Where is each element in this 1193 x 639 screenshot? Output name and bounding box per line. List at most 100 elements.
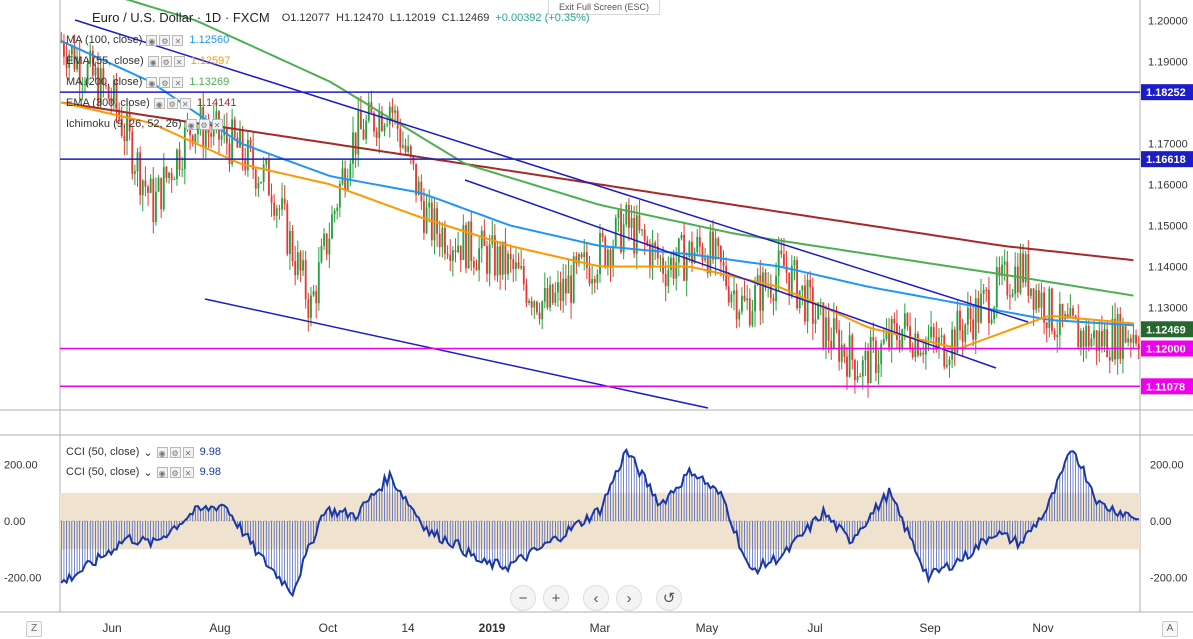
symbol-title[interactable]: Euro / U.S. Dollar · 1D · FXCM: [92, 10, 270, 25]
eye-icon[interactable]: ◉: [146, 76, 158, 88]
price-badge: [1141, 151, 1193, 168]
candle-body: [399, 128, 402, 148]
candle-body: [874, 340, 877, 373]
cci-tick-label-left: 200.00: [4, 460, 38, 472]
candle-body: [903, 313, 906, 329]
indicator-ma200[interactable]: MA (200, close) ◉ ⚙ ✕ 1.13269: [66, 74, 229, 90]
close-icon[interactable]: ✕: [211, 118, 223, 130]
candle-body: [554, 292, 557, 303]
indicator-ichimoku[interactable]: Ichimoku (9, 26, 52, 26) ◉ ⚙ ✕: [66, 116, 225, 132]
candle-body: [499, 246, 502, 275]
candle-body: [472, 260, 475, 268]
candle-body: [323, 233, 326, 246]
candle-body: [985, 289, 988, 291]
candle-body: [790, 265, 793, 296]
candle-body: [772, 297, 775, 302]
time-tick-label: Jun: [102, 621, 121, 635]
indicator-ema300[interactable]: EMA (300, close) ◉ ⚙ ✕ 1.14141: [66, 95, 237, 111]
close-icon[interactable]: ✕: [172, 76, 184, 88]
scroll-left-button[interactable]: ‹: [583, 585, 609, 611]
gear-icon[interactable]: ⚙: [169, 466, 181, 478]
candle-body: [1037, 290, 1040, 308]
close-icon[interactable]: ✕: [179, 97, 191, 109]
indicator-ema55[interactable]: EMA (55, close) ◉ ⚙ ✕ 1.12597: [66, 53, 230, 69]
candle-body: [152, 178, 155, 223]
time-tick-label: Nov: [1032, 621, 1053, 635]
close-value: C1.12469: [441, 11, 490, 24]
candle-body: [961, 330, 964, 342]
candle-body: [627, 204, 630, 228]
candle-body: [1098, 331, 1101, 352]
candle-body: [580, 254, 583, 258]
eye-icon[interactable]: ◉: [153, 97, 165, 109]
candle-body: [733, 290, 735, 295]
candle-body: [804, 285, 806, 322]
eye-icon[interactable]: ◉: [156, 466, 168, 478]
candle-body: [467, 221, 470, 269]
cci-legend-2[interactable]: CCI (50, close) ⌄ ◉ ⚙ ✕ 9.98: [66, 464, 221, 480]
close-icon[interactable]: ✕: [182, 466, 194, 478]
zoom-in-button[interactable]: +: [543, 585, 569, 611]
gear-icon[interactable]: ⚙: [159, 34, 171, 46]
scroll-right-button[interactable]: ›: [616, 585, 642, 611]
candle-body: [822, 302, 825, 348]
candle-body: [838, 329, 841, 362]
candle-body: [867, 351, 869, 383]
candle-body: [864, 351, 867, 361]
price-tick-label: 1.13000: [1148, 303, 1188, 315]
eye-icon[interactable]: ◉: [146, 34, 158, 46]
candle-body: [254, 169, 257, 189]
indicator-name: MA (200, close): [66, 76, 143, 88]
candle-body: [572, 256, 575, 303]
candle-body: [635, 215, 638, 254]
candle-body: [291, 230, 294, 262]
candle-body: [1103, 329, 1106, 347]
candle-body: [956, 310, 959, 353]
gear-icon[interactable]: ⚙: [160, 55, 172, 67]
candle-body: [444, 227, 446, 254]
candle-body: [246, 139, 249, 171]
candle-body: [667, 269, 670, 287]
chevron-down-icon[interactable]: ⌄: [143, 466, 153, 479]
eye-icon[interactable]: ◉: [147, 55, 159, 67]
candle-body: [564, 278, 567, 294]
candle-body: [591, 279, 594, 284]
candle-body: [433, 208, 436, 241]
exit-fullscreen-button[interactable]: Exit Full Screen (ESC): [548, 0, 660, 15]
candle-body: [754, 284, 756, 312]
chevron-down-icon[interactable]: ⌄: [143, 446, 153, 459]
indicator-ma100[interactable]: MA (100, close) ◉ ⚙ ✕ 1.12560: [66, 32, 229, 48]
candle-body: [709, 231, 712, 274]
cci-line: [60, 447, 1139, 598]
candle-body: [672, 257, 675, 279]
eye-icon[interactable]: ◉: [156, 446, 168, 458]
candle-body: [725, 265, 728, 287]
candle-body: [751, 311, 754, 326]
auto-scale-button[interactable]: A: [1162, 621, 1178, 637]
candle-body: [110, 98, 113, 104]
close-icon[interactable]: ✕: [173, 55, 185, 67]
cci-legend-1[interactable]: CCI (50, close) ⌄ ◉ ⚙ ✕ 9.98: [66, 444, 221, 460]
candle-body: [423, 201, 425, 233]
gear-icon[interactable]: ⚙: [198, 118, 210, 130]
candle-body: [265, 159, 268, 165]
eye-icon[interactable]: ◉: [185, 118, 197, 130]
candle-body: [252, 146, 255, 170]
candle-body: [691, 241, 693, 264]
close-icon[interactable]: ✕: [182, 446, 194, 458]
gear-icon[interactable]: ⚙: [166, 97, 178, 109]
gear-icon[interactable]: ⚙: [169, 446, 181, 458]
gear-icon[interactable]: ⚙: [159, 76, 171, 88]
close-icon[interactable]: ✕: [172, 34, 184, 46]
zoom-out-button[interactable]: −: [510, 585, 536, 611]
timezone-button[interactable]: Z: [26, 621, 42, 637]
reset-view-button[interactable]: ↺: [656, 585, 682, 611]
price-tick-label: 1.17000: [1148, 139, 1188, 151]
candle-body: [1137, 343, 1140, 349]
candle-body: [228, 143, 231, 165]
candle-body: [144, 180, 147, 187]
candle-body: [538, 312, 541, 320]
candle-body: [299, 252, 302, 271]
price-tick-label: 1.14000: [1148, 262, 1188, 274]
